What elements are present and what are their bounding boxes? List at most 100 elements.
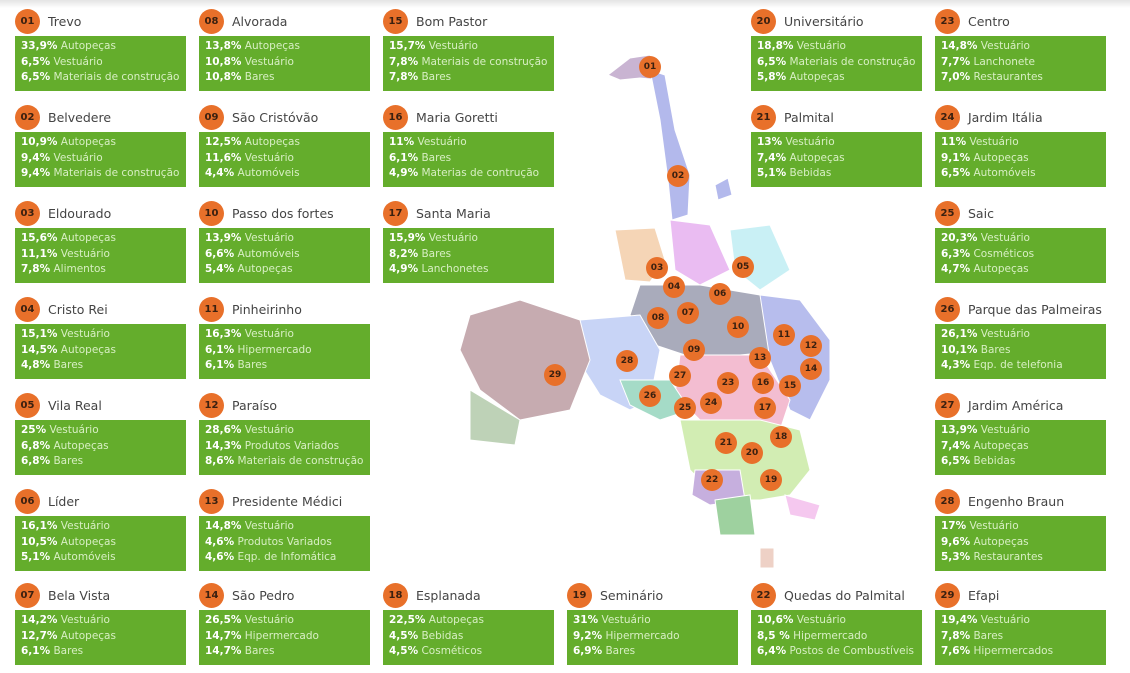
district-name: Cristo Rei — [48, 302, 108, 317]
stat-category: Hipermercado — [793, 629, 868, 642]
district-number-badge: 13 — [199, 489, 224, 514]
stat-line: 14,7% Hipermercado — [205, 629, 370, 645]
stat-category: Bares — [421, 247, 452, 260]
stat-line: 4,6% Produtos Variados — [205, 535, 370, 551]
stat-category: Cosméticos — [421, 645, 483, 657]
stat-line: 6,5% Bebidas — [941, 454, 1106, 470]
district-number-badge: 10 — [199, 201, 224, 226]
district-header: 28 Engenho Braun — [935, 488, 1106, 515]
stats-box: 10,9% Autopeças 9,4% Vestuário 9,4% Materi… — [15, 132, 186, 187]
district-number-badge: 09 — [199, 105, 224, 130]
district-number-badge: 28 — [935, 489, 960, 514]
stat-percent: 18,8% — [757, 40, 794, 52]
district-header: 19 Seminário — [567, 582, 738, 609]
stat-category: Vestuário — [60, 247, 110, 260]
region-isolated — [759, 547, 775, 569]
stat-category: Autopeças — [973, 151, 1029, 164]
district-card: 23 Centro 14,8% Vestuário 7,7% Lanchonete… — [935, 8, 1106, 91]
map-marker-09: 09 — [683, 339, 705, 361]
district-card: 19 Seminário 31% Vestuário 9,2% Hipermerc… — [567, 582, 738, 665]
stat-percent: 13,8% — [205, 40, 242, 52]
stat-line: 9,2% Hipermercado — [573, 629, 738, 645]
stat-line: 6,5% Vestuário — [21, 55, 186, 71]
stat-percent: 11,1% — [21, 247, 58, 260]
stat-category: Produtos Variados — [237, 535, 332, 548]
stat-percent: 5,8% — [757, 71, 787, 83]
region-29b — [469, 389, 521, 446]
stat-category: Vestuário — [601, 614, 651, 626]
stat-category: Postos de Combustíveis — [789, 645, 915, 657]
stat-category: Autopeças — [973, 535, 1029, 548]
stat-percent: 7,4% — [941, 439, 971, 452]
district-card: 25 Saic 20,3% Vestuário 6,3% Cosméticos 4,… — [935, 200, 1106, 283]
district-card: 21 Palmital 13% Vestuário 7,4% Autopeças 5… — [751, 104, 922, 187]
stat-category: Autopeças — [244, 136, 300, 148]
stat-line: 10,8% Bares — [205, 70, 370, 86]
district-card: 16 Maria Goretti 11% Vestuário 6,1% Bares… — [383, 104, 554, 187]
map-marker-14: 14 — [800, 358, 822, 380]
map-marker-03: 03 — [646, 257, 668, 279]
district-card: 12 Paraíso 28,6% Vestuário 14,3% Produtos… — [199, 392, 370, 475]
district-header: 05 Vila Real — [15, 392, 186, 419]
district-number-badge: 06 — [15, 489, 40, 514]
stat-line: 26,5% Vestuário — [205, 613, 370, 629]
stat-percent: 6,8% — [21, 455, 51, 467]
district-card: 10 Passo dos fortes 13,9% Vestuário 6,6% … — [199, 200, 370, 283]
stat-percent: 9,2% — [573, 629, 603, 642]
stat-line: 9,6% Autopeças — [941, 535, 1106, 551]
stat-line: 4,9% Materias de contrução — [389, 166, 554, 182]
stat-line: 6,6% Automóveis — [205, 247, 370, 263]
map-marker-17: 17 — [754, 397, 776, 419]
stats-box: 13,8% Autopeças 10,8% Vestuário 10,8% Bare… — [199, 36, 370, 91]
stat-category: Vestuário — [53, 151, 103, 164]
district-header: 25 Saic — [935, 200, 1106, 227]
district-card: 03 Eldourado 15,6% Autopeças 11,1% Vestuá… — [15, 200, 186, 283]
stats-box: 16,3% Vestuário 6,1% Hipermercado 6,1% Bar… — [199, 324, 370, 379]
stat-category: Materiais de construção — [53, 167, 180, 179]
district-card: 26 Parque das Palmeiras 26,1% Vestuário 1… — [935, 296, 1106, 379]
district-number-badge: 03 — [15, 201, 40, 226]
district-name: Líder — [48, 494, 80, 509]
stat-percent: 25% — [21, 424, 47, 436]
stat-percent: 6,6% — [205, 247, 235, 260]
district-number-badge: 23 — [935, 9, 960, 34]
district-number-badge: 14 — [199, 583, 224, 608]
stat-percent: 10,9% — [21, 136, 58, 148]
stat-category: Bares — [605, 645, 636, 657]
stat-percent: 8,5 % — [757, 629, 790, 642]
stat-category: Autopeças — [60, 232, 116, 244]
district-name: Centro — [968, 14, 1010, 29]
stat-line: 25% Vestuário — [21, 423, 186, 439]
district-number-badge: 04 — [15, 297, 40, 322]
stat-line: 5,8% Autopeças — [757, 70, 922, 86]
stat-line: 6,3% Cosméticos — [941, 247, 1106, 263]
district-name: Belvedere — [48, 110, 112, 125]
district-name: Jardim Itália — [968, 110, 1043, 125]
stat-line: 14,8% Vestuário — [205, 519, 370, 535]
district-name: São Pedro — [232, 588, 295, 603]
stat-line: 14,8% Vestuário — [941, 39, 1106, 55]
stat-category: Bares — [53, 645, 84, 657]
stat-line: 7,6% Hipermercados — [941, 644, 1106, 660]
district-card: 17 Santa Maria 15,9% Vestuário 8,2% Bares… — [383, 200, 554, 283]
stat-percent: 31% — [573, 614, 599, 626]
district-name: Alvorada — [232, 14, 288, 29]
stat-line: 15,6% Autopeças — [21, 231, 186, 247]
stat-percent: 4,7% — [941, 263, 971, 275]
district-name: Efapi — [968, 588, 1000, 603]
district-name: Trevo — [48, 14, 82, 29]
stat-line: 5,1% Bebidas — [757, 166, 922, 182]
district-number-badge: 20 — [751, 9, 776, 34]
stat-percent: 16,1% — [21, 520, 58, 532]
stat-percent: 13,9% — [205, 232, 242, 244]
stat-category: Vestuário — [60, 614, 110, 626]
district-header: 16 Maria Goretti — [383, 104, 554, 131]
stat-percent: 6,9% — [573, 645, 603, 657]
map-marker-27: 27 — [669, 365, 691, 387]
district-card: 14 São Pedro 26,5% Vestuário 14,7% Hiperm… — [199, 582, 370, 665]
stat-line: 7,8% Bares — [941, 629, 1106, 645]
district-name: Jardim América — [968, 398, 1064, 413]
district-card: 05 Vila Real 25% Vestuário 6,8% Autopeças… — [15, 392, 186, 475]
district-card: 08 Alvorada 13,8% Autopeças 10,8% Vestuár… — [199, 8, 370, 91]
district-number-badge: 18 — [383, 583, 408, 608]
